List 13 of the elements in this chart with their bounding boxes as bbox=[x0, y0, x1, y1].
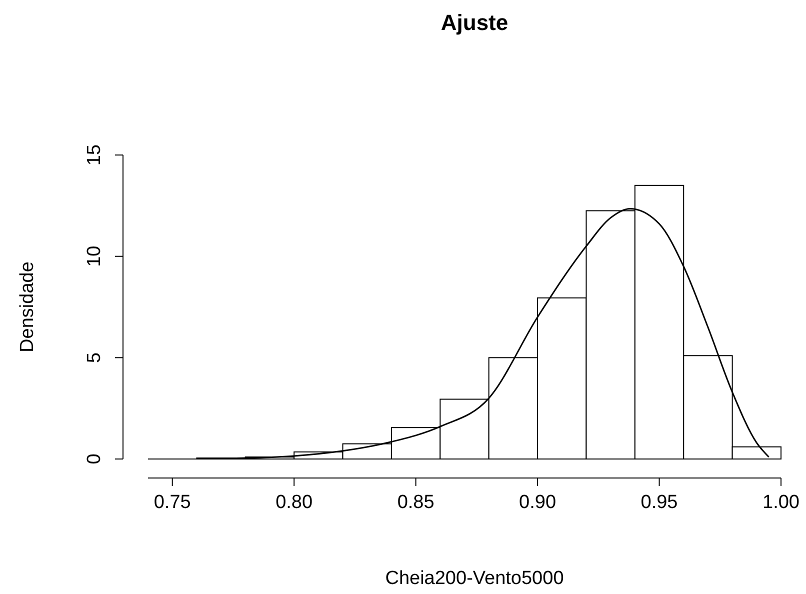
x-tick-label: 0.90 bbox=[519, 492, 556, 513]
chart-title: Ajuste bbox=[440, 10, 508, 35]
y-tick-label: 0 bbox=[84, 454, 105, 464]
y-tick-label: 10 bbox=[84, 246, 105, 267]
y-tick-label: 5 bbox=[84, 352, 105, 363]
x-axis-title: Cheia200-Vento5000 bbox=[385, 568, 564, 589]
x-tick-label: 1.00 bbox=[762, 492, 800, 513]
x-tick-label: 0.80 bbox=[276, 492, 313, 513]
y-axis-title: Densidade bbox=[17, 262, 38, 352]
x-tick-label: 0.75 bbox=[154, 492, 191, 513]
y-tick-label: 15 bbox=[84, 144, 105, 166]
x-tick-label: 0.95 bbox=[640, 492, 678, 513]
x-tick-label: 0.85 bbox=[397, 492, 434, 513]
